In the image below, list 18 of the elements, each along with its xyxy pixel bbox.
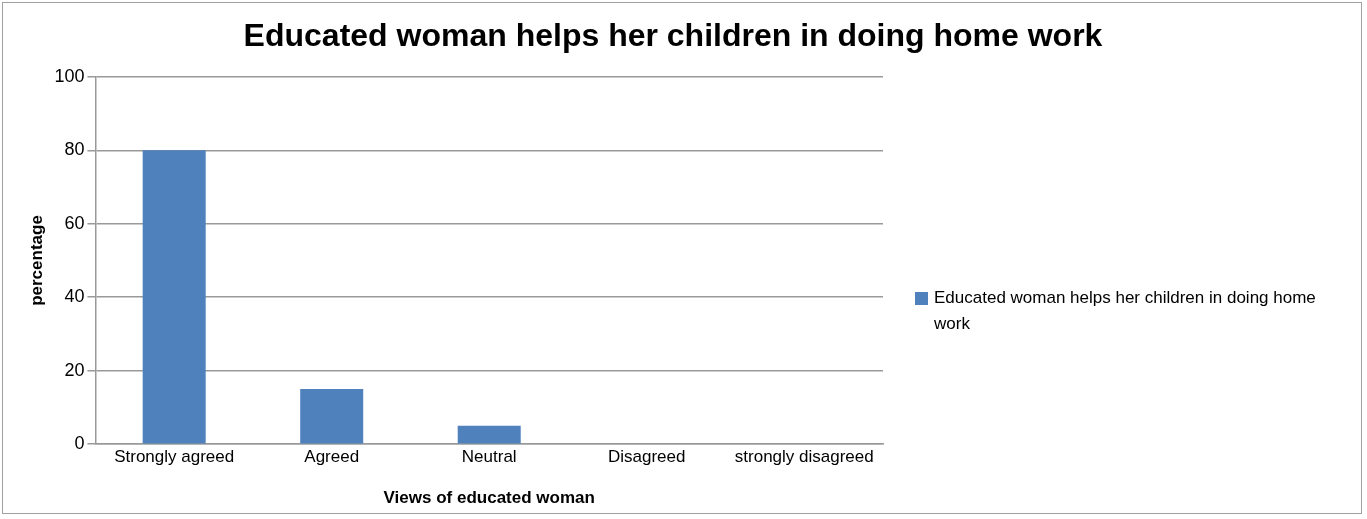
x-tick-label: Agreed [304,447,360,467]
y-tick-label: 60 [64,212,85,233]
bar [142,150,206,444]
x-tick-label: Disagreed [607,447,686,467]
y-tick-label: 40 [64,286,85,307]
x-axis-title: Views of educated woman [383,488,595,508]
x-tick-label: strongly disagreed [734,447,874,467]
y-tick-label: 20 [64,359,85,380]
bar [457,425,521,444]
y-tick-label: 0 [74,433,85,454]
chart-title: Educated woman helps her children in doing home work [242,17,1104,54]
x-tick-label: Strongly agreed [114,447,235,467]
y-axis-title: percentage [26,215,46,306]
legend-label: Educated woman helps her children in doing home work [934,287,1317,335]
x-tick-label: Neutral [461,447,517,467]
y-tick-label: 80 [64,139,85,160]
y-tick-label: 100 [54,65,85,86]
bar [300,389,364,444]
